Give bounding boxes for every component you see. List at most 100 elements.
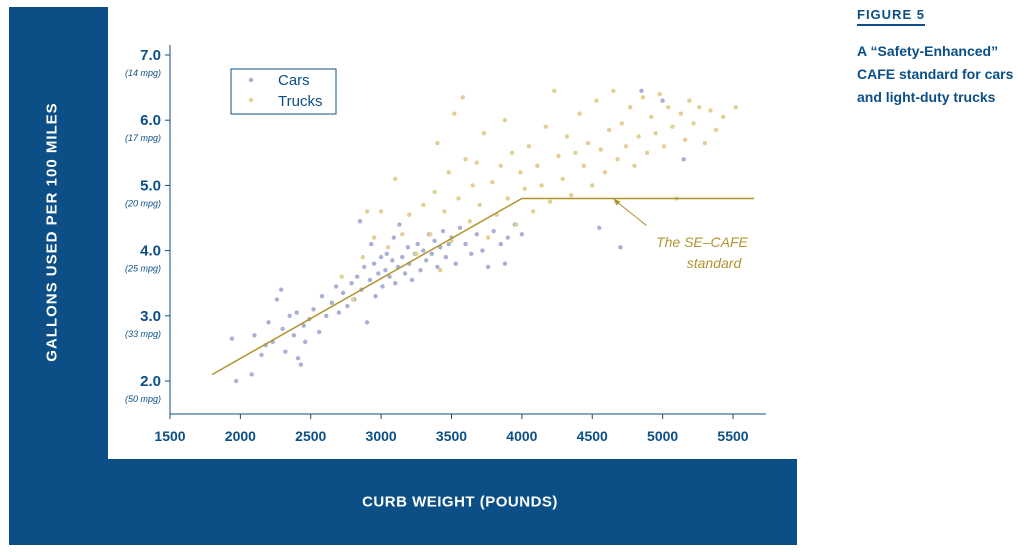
truck-point [393, 176, 398, 182]
x-tick-label: 3000 [366, 428, 397, 444]
car-point [364, 320, 370, 325]
car-point [371, 261, 377, 266]
truck-point [581, 163, 587, 169]
truck-point [636, 134, 641, 139]
truck-point [364, 209, 370, 214]
truck-point [649, 114, 654, 120]
car-point [380, 284, 385, 289]
truck-point [628, 104, 633, 110]
car-point [373, 294, 378, 299]
truck-point [623, 144, 629, 149]
truck-point [568, 192, 574, 198]
car-point [393, 281, 398, 286]
car-point [387, 274, 392, 279]
annotation-line1: The SE–CAFE [656, 234, 748, 250]
truck-point [644, 150, 650, 155]
car-point [681, 157, 686, 162]
truck-point [697, 104, 702, 110]
annotation-arrow-line [616, 201, 647, 226]
car-point [418, 267, 423, 273]
truck-point [474, 160, 480, 165]
truck-point [661, 144, 667, 149]
truck-point [505, 196, 510, 201]
truck-point [460, 95, 465, 100]
car-point [259, 352, 264, 358]
truck-point [615, 157, 620, 162]
car-point [384, 251, 389, 257]
truck-point [619, 121, 625, 126]
truck-point [577, 111, 582, 116]
car-point [340, 290, 346, 296]
truck-point [556, 153, 561, 159]
truck-point [485, 235, 491, 240]
car-point [376, 271, 381, 276]
car-point [294, 310, 299, 315]
car-point [311, 307, 316, 312]
car-point [421, 248, 426, 253]
truck-point [518, 170, 523, 175]
legend-box [230, 68, 337, 115]
legend-trucks-marker [248, 97, 254, 103]
x-tick-label: 2000 [225, 428, 256, 444]
car-point [301, 323, 306, 328]
y-tick-sublabel: (20 mpg) [125, 198, 161, 208]
axes: 1500 2000 2500 3000 3500 4000 4500 5000 5500 2.0 (… [125, 45, 766, 444]
y-tick-label: 2.0 [140, 373, 161, 390]
x-tick-label: 4500 [577, 428, 608, 444]
car-point [400, 254, 405, 260]
x-tick-label: 1500 [154, 428, 185, 444]
truck-point [530, 209, 536, 214]
truck-point [611, 88, 616, 94]
annotation: The SE–CAFE standard [613, 198, 749, 271]
truck-point [502, 118, 508, 123]
car-point [402, 271, 408, 276]
car-point [391, 235, 396, 240]
truck-point [438, 267, 443, 273]
truck-point [720, 114, 726, 120]
car-point [345, 303, 350, 309]
car-point [333, 284, 339, 289]
y-tick-label: 4.0 [140, 243, 161, 260]
car-point [660, 98, 665, 103]
truck-point [442, 209, 447, 214]
car-point [639, 88, 644, 94]
truck-point [598, 147, 603, 152]
truck-point [456, 196, 461, 201]
car-point [316, 329, 322, 335]
car-point [505, 235, 510, 240]
truck-point [414, 251, 419, 257]
truck-point [452, 111, 457, 116]
y-tick-label: 6.0 [140, 112, 161, 129]
truck-point [400, 232, 405, 237]
truck-point [640, 95, 646, 100]
car-point [302, 339, 308, 345]
truck-point [407, 212, 412, 217]
x-axis-label: CURB WEIGHT (POUNDS) [362, 493, 558, 511]
car-point [409, 277, 415, 283]
x-tick-label: 2500 [295, 428, 326, 444]
car-point [597, 225, 602, 230]
car-point [278, 287, 284, 292]
plot-area [108, 7, 797, 459]
car-point [423, 258, 429, 263]
y-tick-sublabel: (25 mpg) [125, 264, 161, 274]
car-point [287, 313, 292, 318]
car-point [383, 267, 388, 273]
car-point [397, 222, 402, 227]
car-point [362, 264, 367, 270]
truck-point [385, 245, 391, 250]
truck-point [435, 140, 440, 146]
car-point [432, 238, 437, 244]
car-point [367, 277, 373, 283]
car-point [519, 232, 525, 237]
car-point [498, 241, 503, 247]
truck-point [432, 189, 437, 195]
truck-point [446, 170, 451, 175]
car-point [329, 300, 335, 305]
car-point [369, 241, 374, 247]
car-point [405, 245, 411, 250]
car-point [266, 320, 271, 325]
car-point [435, 264, 440, 270]
truck-point [606, 127, 612, 133]
